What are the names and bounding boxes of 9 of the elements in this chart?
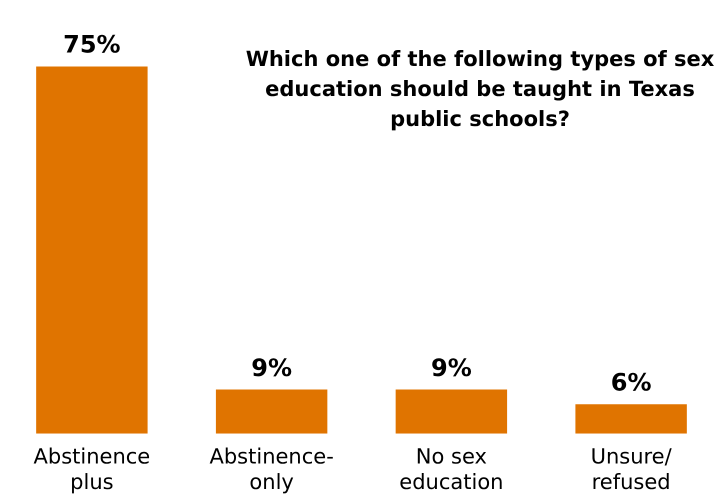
data-label: 9%: [251, 354, 292, 382]
data-label: 75%: [63, 30, 121, 59]
x-tick-label: Abstinence plus: [34, 444, 150, 494]
x-tick-label: Abstinence-only: [209, 444, 334, 494]
data-label: 9%: [431, 354, 472, 382]
text: Which one of the following types of sex education should be taught in Texas public schools?: [244, 46, 716, 133]
x-tick-label: No sex education: [399, 444, 504, 494]
x-tick-label: Unsure/refused: [590, 444, 673, 494]
data-label: 6%: [610, 368, 652, 396]
